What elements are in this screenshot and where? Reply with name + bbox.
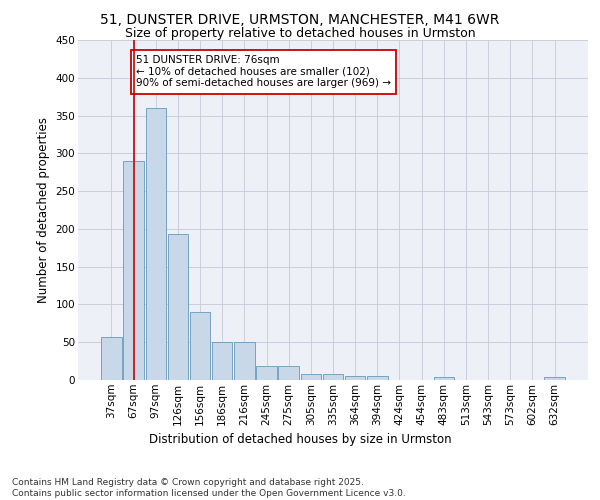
Text: Size of property relative to detached houses in Urmston: Size of property relative to detached ho… [125,28,475,40]
Bar [278,366,299,380]
Bar [256,366,277,380]
Text: Contains HM Land Registry data © Crown copyright and database right 2025.
Contai: Contains HM Land Registry data © Crown c… [12,478,406,498]
Bar [544,377,565,380]
Text: 51, DUNSTER DRIVE, URMSTON, MANCHESTER, M41 6WR: 51, DUNSTER DRIVE, URMSTON, MANCHESTER, … [100,12,500,26]
Bar [323,374,343,380]
Bar [345,376,365,380]
Bar [234,342,254,380]
Bar [101,337,122,380]
Text: 51 DUNSTER DRIVE: 76sqm
← 10% of detached houses are smaller (102)
90% of semi-d: 51 DUNSTER DRIVE: 76sqm ← 10% of detache… [136,55,391,88]
Bar [434,377,454,380]
Y-axis label: Number of detached properties: Number of detached properties [37,117,50,303]
Bar [146,108,166,380]
Bar [367,376,388,380]
Bar [167,234,188,380]
Bar [190,312,210,380]
Bar [212,342,232,380]
Text: Distribution of detached houses by size in Urmston: Distribution of detached houses by size … [149,432,451,446]
Bar [124,161,144,380]
Bar [301,374,321,380]
